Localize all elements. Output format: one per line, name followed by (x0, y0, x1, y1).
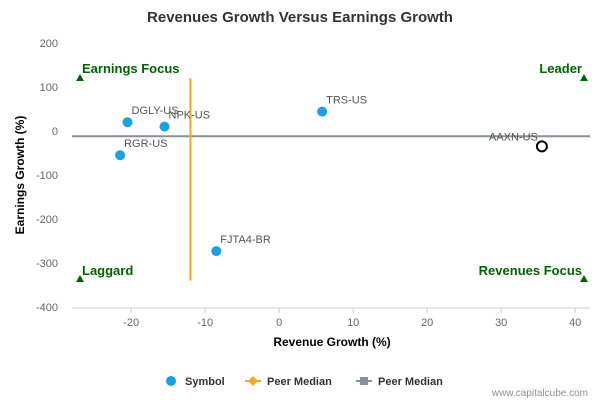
legend-symbol-label: Symbol (185, 376, 225, 388)
legend-peer-median-label: Peer Median (267, 376, 332, 388)
highlight-point-label: AAXN-US (489, 131, 538, 143)
data-point-marker (317, 106, 328, 117)
legend: Symbol Peer Median Peer Median (166, 376, 443, 388)
watermark: www.capitalcube.com (491, 388, 588, 399)
data-point-label: FJTA4-BR (220, 234, 271, 246)
legend-item-peer-median-vertical[interactable]: Peer Median (245, 376, 332, 388)
y-tick-label: 100 (40, 82, 58, 94)
quadrant-earnings-focus: Earnings Focus (82, 61, 180, 76)
data-point-label: RGR-US (124, 138, 167, 150)
x-tick-label: 30 (495, 317, 507, 329)
triangle-marker-bottom-left (76, 275, 84, 282)
data-point-marker (122, 117, 133, 128)
x-axis-title: Revenue Growth (%) (273, 335, 390, 349)
legend-item-symbol[interactable]: Symbol (166, 376, 225, 388)
x-tick-label: -10 (197, 317, 213, 329)
quadrant-leader: Leader (539, 61, 582, 76)
y-tick-label: 200 (40, 38, 58, 50)
quadrant-revenues-focus: Revenues Focus (479, 263, 582, 278)
triangle-marker-top-left (76, 74, 84, 81)
quadrant-laggard: Laggard (82, 263, 133, 278)
data-point-marker (159, 121, 170, 132)
legend-peer-median-square (360, 377, 368, 385)
triangle-marker-bottom-right (580, 275, 588, 282)
data-point-marker (211, 246, 222, 257)
y-tick-label: 0 (52, 126, 58, 138)
data-point-marker (115, 150, 126, 161)
legend-item-peer-median-horizontal[interactable]: Peer Median (356, 376, 443, 388)
data-point-label: DGLY-US (132, 105, 179, 117)
y-tick-label: -100 (36, 170, 58, 182)
quadrant-labels: Earnings Focus Leader Laggard Revenues F… (76, 61, 588, 282)
triangle-marker-top-right (580, 74, 588, 81)
x-tick-label: 40 (569, 317, 581, 329)
legend-symbol-marker (166, 376, 176, 386)
x-tick-label: 0 (276, 317, 282, 329)
data-point-label: NPK-US (169, 110, 211, 122)
y-tick-label: -300 (36, 258, 58, 270)
x-tick-label: -20 (123, 317, 139, 329)
legend-peer-median-label: Peer Median (378, 376, 443, 388)
highlight-point-marker (535, 140, 548, 153)
data-point-label: TRS-US (326, 95, 367, 107)
y-axis-title: Earnings Growth (%) (13, 116, 27, 235)
chart-title: Revenues Growth Versus Earnings Growth (147, 9, 453, 26)
y-tick-label: -200 (36, 214, 58, 226)
x-tick-label: 20 (421, 317, 433, 329)
y-tick-label: -400 (36, 302, 58, 314)
x-axis-ticks: -20 -10 0 10 20 30 40 (123, 308, 581, 329)
x-tick-label: 10 (347, 317, 359, 329)
y-axis-ticks: 200 100 0 -100 -200 -300 -400 (36, 38, 58, 314)
legend-peer-median-diamond (248, 376, 258, 386)
